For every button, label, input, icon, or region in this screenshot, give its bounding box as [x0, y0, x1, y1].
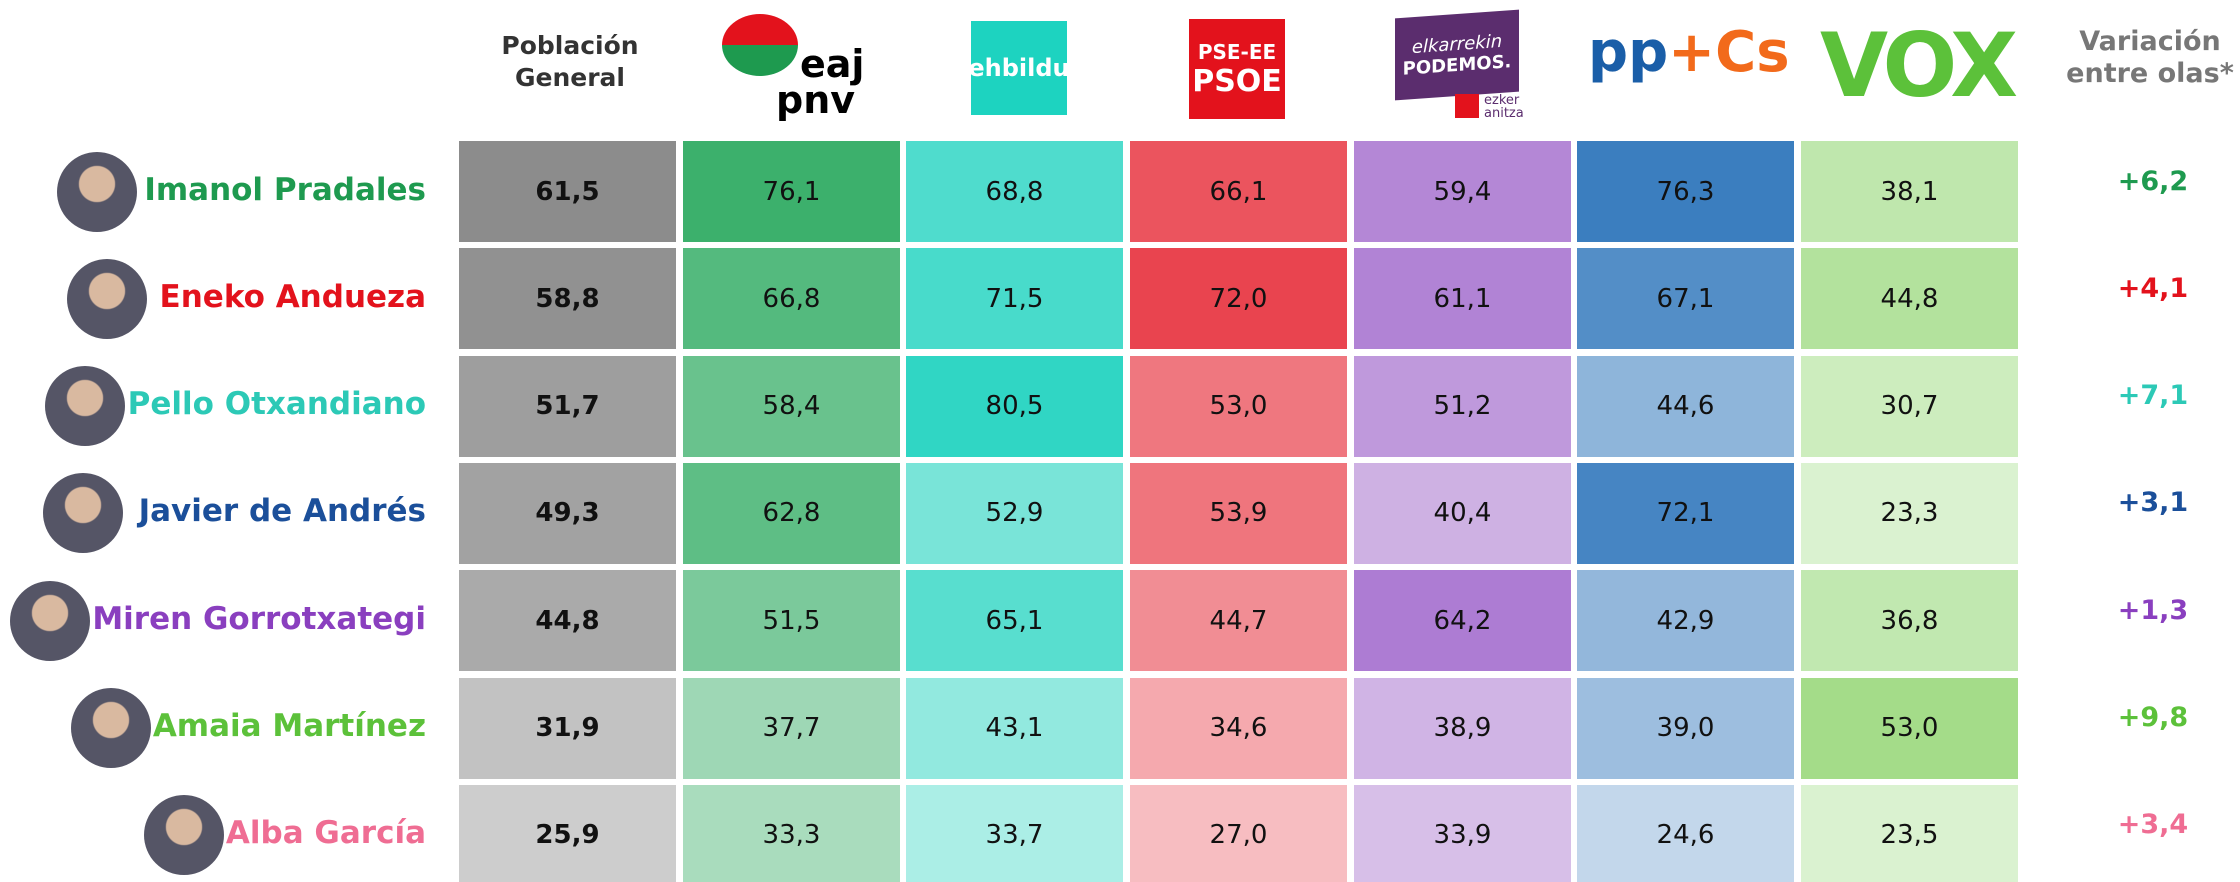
cell: 25,9: [459, 784, 676, 882]
candidate-name: Alba García: [225, 815, 426, 852]
cell: 72,1: [1577, 462, 1794, 564]
pnv-logo-text: eaj pnv: [776, 42, 865, 119]
cell: 71,5: [906, 248, 1123, 350]
cell: 23,5: [1801, 784, 2018, 882]
cell: 58,4: [683, 355, 900, 457]
cell: 33,7: [906, 784, 1123, 882]
cell: 34,6: [1130, 677, 1347, 779]
logo-text: pp: [1588, 20, 1669, 85]
logo-text: pnv: [776, 78, 856, 122]
candidate-name: Amaia Martínez: [152, 708, 426, 744]
cell: 36,8: [1801, 570, 2018, 672]
cell: 66,8: [683, 248, 900, 350]
cell: 76,3: [1577, 141, 1794, 242]
cell: 76,1: [683, 141, 900, 242]
candidate-name: Pello Otxandiano: [127, 386, 426, 423]
avatar: [43, 473, 123, 554]
variation: +6,2: [2117, 165, 2189, 197]
cell: 58,8: [459, 248, 676, 350]
cell: 68,8: [906, 141, 1123, 242]
logo-text: PSOE: [1192, 63, 1282, 99]
cell: 44,7: [1130, 570, 1347, 672]
cell: 44,8: [459, 570, 676, 672]
cell: 38,1: [1801, 141, 2018, 242]
avatar: [10, 580, 90, 661]
cell: 43,1: [906, 677, 1123, 779]
variation: +4,1: [2117, 272, 2189, 304]
cell: 30,7: [1801, 355, 2018, 457]
logo-text: PSE-EE: [1197, 39, 1277, 64]
logo-text: anitza: [1484, 106, 1524, 121]
avatar: [57, 151, 137, 232]
psoe-logo: PSE-EE PSOE: [1189, 19, 1285, 119]
cell: 49,3: [459, 462, 676, 564]
cell: 44,6: [1577, 355, 1794, 457]
variation-header: Variación entre olas*: [2066, 26, 2234, 89]
cell: 64,2: [1354, 570, 1571, 672]
cell: 80,5: [906, 355, 1123, 457]
cell: 33,9: [1354, 784, 1571, 882]
bildu-logo: ehbildu: [971, 21, 1067, 115]
cell: 24,6: [1577, 784, 1794, 882]
cell: 33,3: [683, 784, 900, 882]
cell: 31,9: [459, 677, 676, 779]
cell: 37,7: [683, 677, 900, 779]
cell: 66,1: [1130, 141, 1347, 242]
logo-text: eaj: [800, 42, 865, 86]
avatar: [45, 366, 125, 447]
avatar: [144, 795, 224, 876]
pnv-logo-mark: [722, 14, 798, 76]
vox-logo: VOX: [1820, 14, 2018, 117]
variation: +3,4: [2117, 809, 2189, 841]
candidate-name: Eneko Andueza: [159, 278, 426, 315]
cell: 61,1: [1354, 248, 1571, 350]
cell: 23,3: [1801, 462, 2018, 564]
avatar: [71, 688, 151, 768]
avatar: [67, 258, 147, 339]
candidate-name: Miren Gorrotxategi: [92, 600, 426, 637]
cell: 38,9: [1354, 677, 1571, 779]
cell: 72,0: [1130, 248, 1347, 350]
cell: 40,4: [1354, 462, 1571, 564]
logo-text: ezker: [1484, 93, 1520, 108]
cell: 44,8: [1801, 248, 2018, 350]
cell: 27,0: [1130, 784, 1347, 882]
iu-mark: [1455, 94, 1479, 118]
cell: 61,5: [459, 141, 676, 242]
logo-text: ehbildu: [971, 54, 1067, 82]
cell: 51,2: [1354, 355, 1571, 457]
variation: +9,8: [2117, 702, 2189, 733]
pp-cs-logo: pp+Cs: [1588, 20, 1790, 85]
population-header: Población General: [501, 31, 639, 92]
logo-text: +: [1668, 20, 1716, 85]
podemos-logo: elkarrekin PODEMOS.: [1395, 9, 1519, 101]
cell: 65,1: [906, 570, 1123, 672]
cell: 42,9: [1577, 570, 1794, 672]
cell: 67,1: [1577, 248, 1794, 350]
cell: 51,5: [683, 570, 900, 672]
cell: 62,8: [683, 462, 900, 564]
variation: +7,1: [2117, 380, 2189, 412]
candidate-name: Imanol Pradales: [144, 171, 426, 208]
cell: 59,4: [1354, 141, 1571, 242]
candidate-name: Javier de Andrés: [138, 493, 426, 530]
variation: +1,3: [2117, 594, 2189, 626]
cell: 52,9: [906, 462, 1123, 564]
cell: 39,0: [1577, 677, 1794, 779]
logo-text: Cs: [1715, 20, 1790, 85]
cell: 53,0: [1130, 355, 1347, 457]
cell: 51,7: [459, 355, 676, 457]
variation: +3,1: [2117, 487, 2189, 519]
cell: 53,0: [1801, 677, 2018, 779]
cell: 53,9: [1130, 462, 1347, 564]
iu-text: ezker anitza: [1484, 94, 1524, 120]
